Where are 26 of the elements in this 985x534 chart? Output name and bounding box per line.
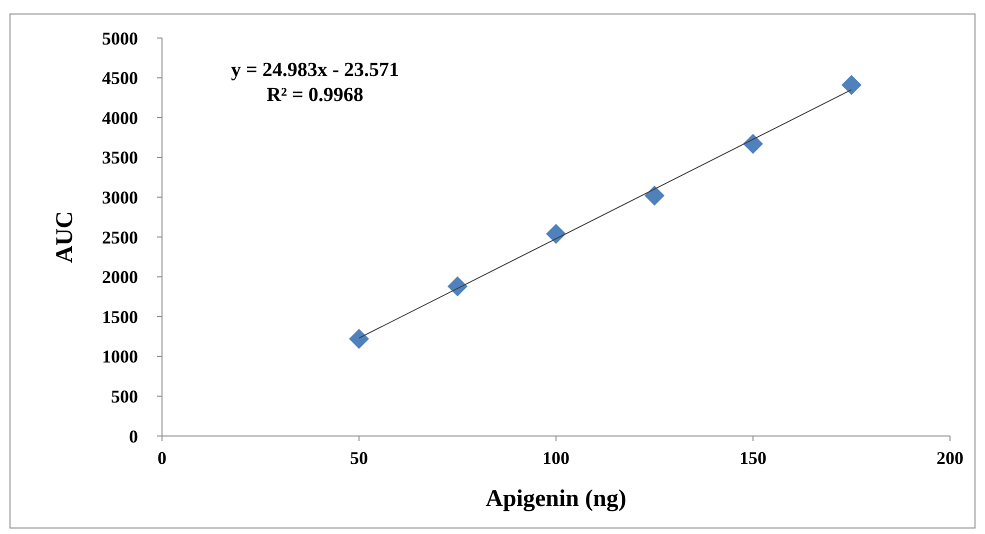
point (349, 328, 369, 349)
y-tick-label: 2500 (102, 227, 138, 248)
x-tick-label: 100 (542, 448, 570, 468)
point (546, 224, 566, 244)
y-tick-label: 4500 (102, 68, 138, 88)
annotation: y = 24.983x - 23.571 (230, 59, 400, 81)
y-tick-label: 4000 (102, 108, 138, 128)
y-tick-label: 500 (111, 386, 138, 406)
y-tick-label: 0 (129, 426, 138, 446)
y-tick-label: 3000 (102, 188, 138, 208)
annotation: R² = 0.9968 (266, 84, 364, 106)
y-tick-label: 2000 (102, 267, 138, 288)
y-tick-label: 1000 (102, 346, 138, 367)
point (743, 134, 763, 154)
point (644, 186, 664, 206)
point (448, 276, 468, 296)
x-tick-label: 0 (158, 448, 166, 468)
point (842, 74, 862, 95)
y-axis-title: AUC (52, 211, 78, 263)
x-axis-title: Apigenin (ng) (486, 486, 626, 512)
y-tick-label: 5000 (102, 28, 138, 48)
x-tick-label: 150 (740, 448, 766, 468)
y-tick-label: 3500 (102, 148, 138, 168)
x-tick-label: 50 (350, 448, 368, 468)
x-tick-label: 200 (936, 448, 964, 468)
y-tick-label: 1500 (102, 306, 138, 327)
